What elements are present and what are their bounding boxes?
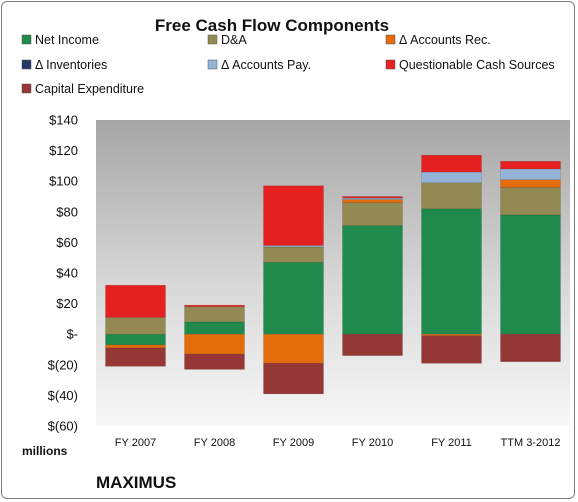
bar-group-fy-2009: [263, 185, 324, 395]
y-tick-label: $100: [49, 174, 78, 189]
bar-group-fy-2010: [342, 196, 403, 356]
x-tick-label: FY 2007: [115, 437, 156, 449]
y-tick-label: $(20): [48, 357, 78, 372]
bar-accounts-pay-fy-2011: [421, 171, 482, 184]
bar-group-fy-2011: [421, 154, 482, 364]
y-tick-label: $120: [49, 143, 78, 158]
bar-accounts-rec-fy-2009: [263, 333, 324, 364]
legend-item-capital-expenditure: Capital Expenditure: [21, 82, 144, 96]
legend-swatch-questionable-cash-sources: [385, 59, 396, 70]
bar-capital-expenditure-fy-2011: [421, 335, 482, 364]
legend-item-accounts-pay: Δ Accounts Pay.: [207, 58, 311, 72]
bar-questionable-cash-sources-fy-2009: [263, 185, 324, 246]
legend-label-inventories: Δ Inventories: [35, 58, 107, 72]
legend-swatch-capital-expenditure: [21, 83, 32, 94]
x-tick-label: TTM 3-2012: [501, 437, 561, 449]
y-tick-label: $-: [66, 327, 78, 342]
x-tick-label: FY 2008: [194, 437, 235, 449]
x-tick-label: FY 2010: [352, 437, 393, 449]
bar-net-income-fy-2008: [184, 321, 245, 335]
legend-swatch-net-income: [21, 34, 32, 45]
legend-swatch-inventories: [21, 59, 32, 70]
bar-net-income-fy-2009: [263, 261, 324, 335]
bar-accounts-rec-fy-2007: [105, 344, 166, 349]
bar-group-fy-2007: [105, 284, 166, 367]
legend-swatch-d-a: [207, 34, 218, 45]
y-tick-label: $80: [56, 204, 78, 219]
bar-net-income-ttm-3-2012: [500, 214, 561, 335]
bar-capital-expenditure-fy-2007: [105, 347, 166, 367]
y-tick-label: $40: [56, 266, 78, 281]
y-tick-label: $20: [56, 296, 78, 311]
bars: [105, 154, 561, 395]
bar-d-a-ttm-3-2012: [500, 187, 561, 216]
y-tick-label: $140: [49, 113, 78, 128]
legend-item-questionable-cash-sources: Questionable Cash Sources: [385, 58, 555, 72]
bar-accounts-rec-fy-2010: [342, 199, 403, 203]
bar-accounts-pay-ttm-3-2012: [500, 168, 561, 180]
legend: Net Income D&A Δ Accounts Rec. Δ Inventorie…: [21, 33, 555, 96]
legend-swatch-accounts-pay: [207, 59, 218, 70]
bar-questionable-cash-sources-fy-2011: [421, 154, 482, 173]
bar-net-income-fy-2011: [421, 208, 482, 335]
bar-group-ttm-3-2012: [500, 161, 561, 363]
y-axis: $(60) $(40) $(20) $- $20 $40 $60 $80 $100 $120 $14…: [48, 113, 78, 434]
bar-d-a-fy-2011: [421, 182, 482, 210]
bar-accounts-rec-ttm-3-2012: [500, 179, 561, 188]
bar-questionable-cash-sources-fy-2010: [342, 196, 403, 199]
legend-label-accounts-rec: Δ Accounts Rec.: [399, 33, 491, 47]
legend-label-accounts-pay: Δ Accounts Pay.: [221, 58, 311, 72]
legend-item-net-income: Net Income: [21, 33, 99, 47]
bar-net-income-fy-2007: [105, 333, 166, 346]
bar-questionable-cash-sources-fy-2007: [105, 284, 166, 318]
bar-capital-expenditure-fy-2009: [263, 362, 324, 395]
x-tick-label: FY 2009: [273, 437, 314, 449]
legend-swatch-accounts-rec: [385, 34, 396, 45]
bar-d-a-fy-2007: [105, 317, 166, 335]
plot-area: [96, 120, 570, 426]
bar-questionable-cash-sources-fy-2008: [184, 304, 245, 307]
legend-item-inventories: Δ Inventories: [21, 58, 107, 72]
y-tick-label: $60: [56, 235, 78, 250]
bar-accounts-pay-fy-2009: [263, 245, 324, 248]
x-axis: FY 2007 FY 2008 FY 2009 FY 2010 FY 2011 TTM 3…: [115, 437, 561, 449]
bar-group-fy-2008: [184, 304, 245, 370]
bar-capital-expenditure-fy-2008: [184, 353, 245, 370]
bar-accounts-rec-fy-2008: [184, 333, 245, 355]
legend-label-questionable-cash-sources: Questionable Cash Sources: [399, 58, 555, 72]
bar-capital-expenditure-ttm-3-2012: [500, 333, 561, 363]
legend-item-accounts-rec: Δ Accounts Rec.: [385, 33, 491, 47]
bar-d-a-fy-2008: [184, 306, 245, 323]
legend-label-d-a: D&A: [221, 33, 247, 47]
bar-capital-expenditure-fy-2010: [342, 333, 403, 356]
chart-title: Free Cash Flow Components: [155, 16, 389, 35]
company-label: MAXIMUS: [96, 473, 176, 492]
legend-item-d-a: D&A: [207, 33, 247, 47]
legend-label-net-income: Net Income: [35, 33, 99, 47]
x-tick-label: FY 2011: [431, 437, 472, 449]
bar-net-income-fy-2010: [342, 225, 403, 335]
y-tick-label: $(40): [48, 388, 78, 403]
y-units-label: millions: [22, 444, 68, 458]
legend-label-capital-expenditure: Capital Expenditure: [35, 82, 144, 96]
bar-d-a-fy-2009: [263, 246, 324, 263]
bar-questionable-cash-sources-ttm-3-2012: [500, 161, 561, 170]
bar-d-a-fy-2010: [342, 202, 403, 226]
y-tick-label: $(60): [48, 419, 78, 434]
